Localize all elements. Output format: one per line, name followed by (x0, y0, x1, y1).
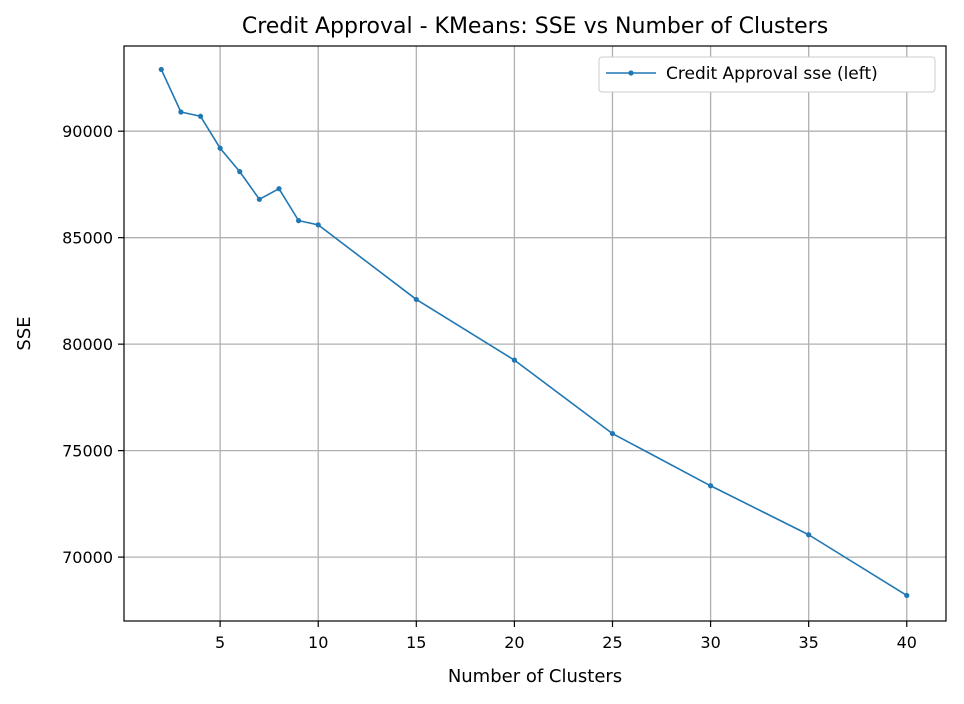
x-tick-label: 5 (215, 633, 225, 652)
x-tick-label: 35 (798, 633, 818, 652)
grid (124, 46, 946, 621)
data-point (197, 113, 204, 119)
legend-label: Credit Approval sse (left) (666, 64, 878, 84)
plot-area (123, 45, 947, 622)
series-layer (158, 66, 910, 599)
y-tick-label: 70000 (62, 548, 113, 567)
y-axis-ticks: 70000 75000 80000 85000 90000 (62, 122, 124, 567)
x-tick-label: 25 (602, 633, 622, 652)
chart-title: Credit Approval - KMeans: SSE vs Number … (242, 14, 828, 39)
data-point (296, 218, 302, 224)
x-axis-label: Number of Clusters (448, 666, 622, 687)
x-tick-label: 30 (700, 633, 720, 652)
x-axis-ticks: 5 10 15 20 25 30 35 40 (215, 621, 917, 652)
data-point (237, 169, 243, 175)
y-tick-label: 75000 (62, 442, 113, 461)
data-point (511, 357, 518, 363)
data-point (413, 296, 419, 303)
data-point (707, 483, 714, 489)
legend: Credit Approval sse (left) (598, 56, 936, 93)
data-point (158, 66, 164, 73)
x-tick-label: 15 (406, 633, 426, 652)
data-point (276, 186, 282, 192)
data-point (178, 109, 184, 115)
x-tick-label: 40 (897, 633, 917, 652)
y-axis-label: SSE (14, 316, 35, 350)
y-tick-label: 85000 (62, 229, 113, 248)
data-point (806, 532, 812, 538)
data-point (217, 145, 223, 151)
x-tick-label: 10 (308, 633, 328, 652)
legend-box (598, 56, 936, 93)
data-point (609, 430, 616, 437)
legend-marker (628, 70, 634, 76)
y-tick-label: 90000 (62, 122, 113, 141)
y-tick-label: 80000 (62, 335, 113, 354)
x-tick-label: 20 (504, 633, 524, 652)
data-point (256, 196, 262, 202)
data-point (315, 222, 321, 228)
data-point (904, 592, 910, 599)
